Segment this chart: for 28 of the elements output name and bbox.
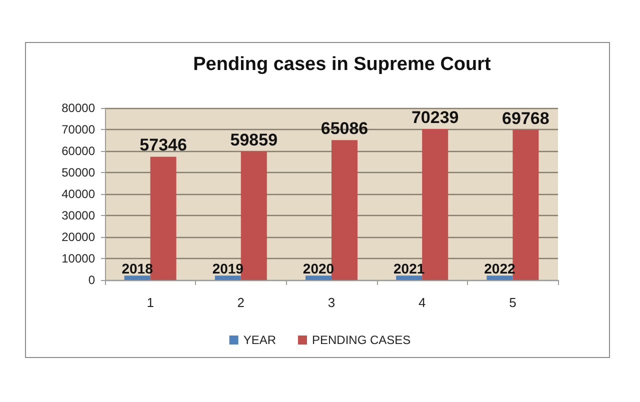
bar	[124, 276, 150, 280]
bar	[396, 276, 422, 280]
x-tick-label: 3	[328, 295, 336, 310]
x-tick-label: 2	[237, 295, 245, 310]
x-tick-label: 4	[418, 295, 426, 310]
y-tick-label: 60000	[62, 144, 96, 158]
data-label: 69768	[502, 109, 550, 128]
x-tick-label: 5	[509, 295, 516, 310]
data-label: 65086	[320, 119, 368, 138]
chart-title: Pending cases in Supreme Court	[193, 54, 492, 75]
y-tick-label: 30000	[62, 208, 96, 222]
y-tick-label: 50000	[62, 166, 96, 180]
y-tick-label: 20000	[62, 230, 96, 244]
legend-label: YEAR	[243, 333, 276, 347]
x-tick-label: 1	[146, 295, 154, 310]
y-tick-label: 80000	[62, 101, 96, 115]
y-tick-label: 40000	[62, 187, 96, 201]
y-tick-label: 0	[88, 273, 96, 287]
y-tick-label: 70000	[62, 122, 96, 136]
bar	[332, 140, 358, 280]
data-label: 70239	[411, 108, 459, 127]
legend-label: PENDING CASES	[312, 333, 411, 347]
bar	[306, 276, 332, 280]
data-label: 59859	[230, 130, 278, 150]
bar	[214, 276, 241, 280]
y-tick-label: 10000	[62, 252, 96, 266]
data-label: 57346	[140, 136, 187, 155]
bar	[486, 276, 513, 280]
